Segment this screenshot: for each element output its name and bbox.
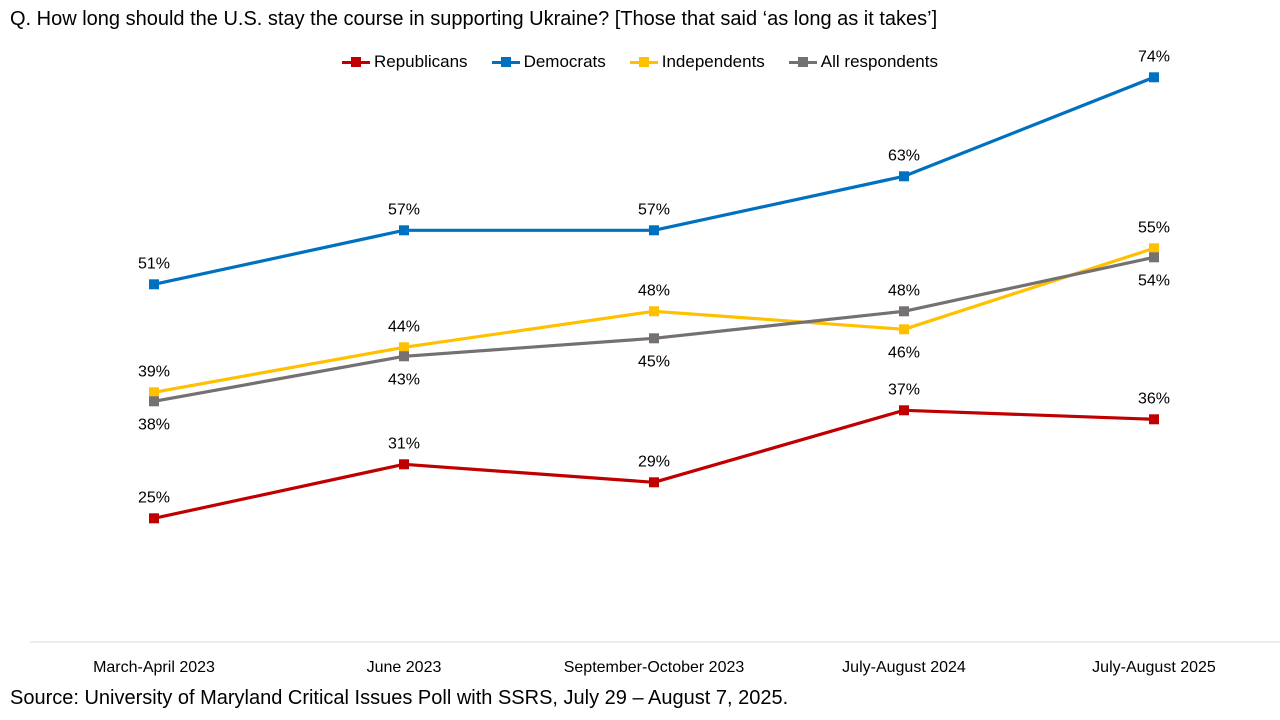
chart-legend: Republicans Democrats Independents All r…	[0, 52, 1280, 72]
data-label-all-respondents: 54%	[1138, 272, 1170, 289]
data-point-republicans	[649, 477, 659, 488]
legend-item-independents: Independents	[629, 52, 765, 72]
source-note: Source: University of Maryland Critical …	[10, 687, 789, 709]
legend-label-democrats: Democrats	[523, 52, 606, 71]
data-point-independents	[149, 387, 159, 398]
legend-label-independents: Independents	[661, 52, 765, 71]
data-label-democrats: 63%	[888, 147, 920, 164]
data-label-all-respondents: 38%	[138, 416, 170, 433]
series-line-democrats	[153, 75, 1155, 286]
data-label-democrats: 51%	[138, 255, 170, 272]
data-point-democrats	[149, 279, 159, 290]
data-label-all-respondents: 45%	[638, 353, 670, 370]
data-point-democrats	[399, 225, 409, 236]
data-point-all-respondents	[399, 351, 409, 362]
data-point-all-respondents	[1149, 252, 1159, 263]
data-point-democrats	[899, 171, 909, 182]
x-tick-label: June 2023	[367, 659, 442, 676]
x-tick-label: September-October 2023	[564, 659, 745, 676]
data-label-democrats: 57%	[638, 201, 670, 218]
series-line-independents	[153, 246, 1155, 394]
data-label-republicans: 29%	[638, 453, 670, 470]
legend-swatch-independents	[629, 56, 658, 67]
legend-label-republicans: Republicans	[374, 52, 468, 71]
x-tick-label: July-August 2024	[842, 659, 966, 676]
chart-title: Q. How long should the U.S. stay the cou…	[10, 8, 938, 30]
data-point-democrats	[1149, 72, 1159, 83]
legend-item-democrats: Democrats	[491, 52, 606, 72]
data-label-republicans: 25%	[138, 489, 170, 506]
data-label-republicans: 37%	[888, 381, 920, 398]
data-label-independents: 44%	[388, 318, 420, 335]
data-point-republicans	[399, 459, 409, 470]
x-tick-label: July-August 2025	[1092, 659, 1216, 676]
data-point-independents	[399, 342, 409, 353]
data-label-republicans: 31%	[388, 435, 420, 452]
data-point-all-respondents	[649, 333, 659, 344]
data-label-republicans: 36%	[1138, 390, 1170, 407]
data-point-republicans	[149, 513, 159, 524]
data-point-independents	[1149, 243, 1159, 254]
series-line-all-respondents	[153, 255, 1155, 403]
data-label-independents: 55%	[1138, 219, 1170, 236]
x-tick-label: March-April 2023	[93, 659, 215, 676]
data-label-independents: 46%	[888, 344, 920, 361]
legend-swatch-republicans	[342, 56, 370, 67]
data-point-republicans	[1149, 414, 1159, 425]
data-point-independents	[899, 324, 909, 335]
data-label-all-respondents: 43%	[388, 371, 420, 388]
legend-item-republicans: Republicans	[342, 52, 468, 72]
data-label-independents: 39%	[138, 363, 170, 380]
legend-item-all-respondents: All respondents	[788, 52, 938, 72]
data-label-independents: 48%	[638, 282, 670, 299]
data-point-democrats	[649, 225, 659, 236]
data-point-all-respondents	[149, 396, 159, 407]
data-label-democrats: 74%	[1138, 48, 1170, 65]
legend-swatch-all-respondents	[788, 56, 817, 67]
legend-swatch-democrats	[491, 56, 520, 67]
data-label-all-respondents: 48%	[888, 282, 920, 299]
legend-label-all-respondents: All respondents	[820, 52, 938, 71]
data-point-republicans	[899, 405, 909, 416]
data-label-democrats: 57%	[388, 201, 420, 218]
data-point-all-respondents	[899, 306, 909, 317]
data-point-independents	[649, 306, 659, 317]
